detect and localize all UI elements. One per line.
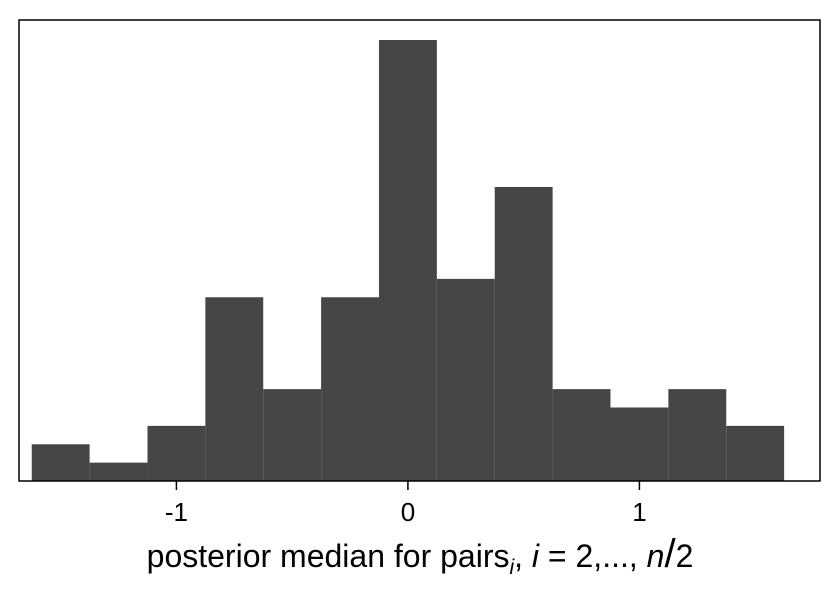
x-tick-label-2: 1 [632,497,646,527]
histogram-bar-8 [494,187,553,481]
x-tick-label-1: 0 [401,497,415,527]
histogram-bar-4 [263,389,322,481]
histogram-bar-12 [726,425,785,481]
x-axis-label-slash: / [664,532,676,576]
x-tick-label-0: -1 [165,497,188,527]
x-axis-label-var-n: n [647,538,665,574]
histogram-bar-1 [89,462,148,481]
histogram-bar-0 [31,444,90,481]
histogram-bar-10 [610,407,669,481]
plot-frame [18,19,821,482]
bars-group [31,40,785,481]
x-axis-label-var-i: i [532,538,540,574]
x-axis-label-subscript: i [509,556,515,579]
histogram-bar-11 [668,389,727,481]
x-axis-label-main: posterior median for pairs [147,538,510,574]
x-axis-label-denominator: 2 [676,538,694,574]
x-axis-label: posterior median for pairsi, i = 2,..., … [147,532,694,579]
x-axis-ticks: -1 0 1 [165,481,647,527]
histogram-bar-6 [378,40,437,481]
histogram-bar-9 [552,389,611,481]
x-axis-label-comma: , [514,538,532,574]
histogram-bar-7 [436,278,495,481]
histogram-bar-2 [147,425,206,481]
histogram-bar-5 [321,297,379,481]
x-axis-label-range: = 2,..., [539,538,647,574]
histogram-bar-3 [205,297,264,481]
